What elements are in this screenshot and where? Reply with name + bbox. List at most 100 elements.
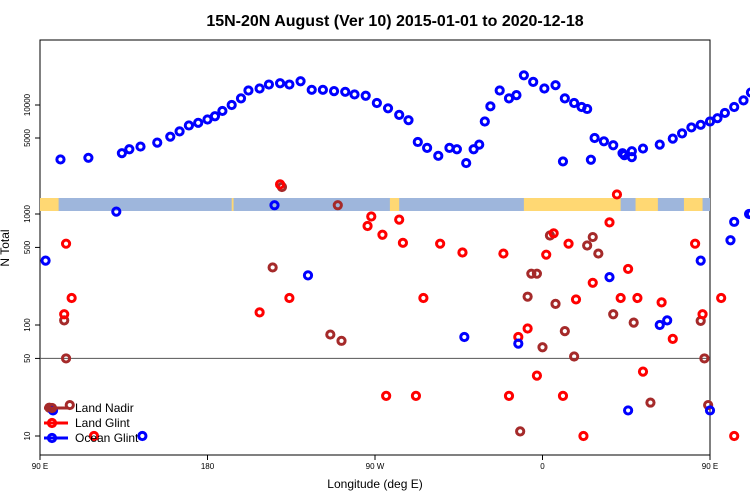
y-tick-label: 10000 <box>23 93 32 116</box>
x-tick-label: 90 E <box>32 462 48 471</box>
land-glint-point <box>587 277 598 288</box>
ocean-glint-point <box>745 208 750 220</box>
ocean-nadir-point <box>55 154 66 165</box>
land-glint-point <box>59 309 70 320</box>
ocean-nadir-point <box>479 116 490 127</box>
ocean-nadir-point <box>695 119 706 130</box>
land-glint-point <box>366 211 377 222</box>
y-axis-title: N Total <box>0 229 12 266</box>
land-glint-point <box>410 390 422 401</box>
land-glint-point <box>716 292 727 304</box>
land-nadir-point <box>60 353 72 364</box>
y-tick-label: 100 <box>23 318 32 332</box>
ocean-nadir-point <box>174 126 185 137</box>
land-nadir-point <box>608 309 619 320</box>
ocean-glint-point <box>137 430 148 442</box>
land-glint-point <box>60 238 72 249</box>
ocean-nadir-point <box>116 148 127 159</box>
land-glint-point <box>615 292 626 304</box>
y-tick-label: 50 <box>23 353 32 362</box>
land-mask-segment <box>635 198 658 211</box>
ocean-nadir-point <box>712 113 723 124</box>
ocean-nadir-point <box>235 93 247 104</box>
land-nadir-point <box>569 351 580 362</box>
ocean-nadir-point <box>295 76 306 87</box>
land-nadir-point <box>531 268 543 279</box>
ocean-glint-point <box>40 255 51 266</box>
ocean-nadir-point <box>340 86 351 97</box>
land-nadir-point <box>325 329 336 340</box>
land-nadir-point <box>582 240 593 251</box>
chart-title: 15N-20N August (Ver 10) 2015-01-01 to 20… <box>206 13 583 30</box>
land-mask-segment <box>389 198 400 211</box>
ocean-nadir-point <box>667 133 678 144</box>
land-glint-point <box>637 366 649 377</box>
ocean-glint-point <box>604 272 615 283</box>
land-glint-point <box>284 292 295 304</box>
land-glint-point <box>563 238 574 249</box>
ocean-glint-point <box>513 338 524 349</box>
ocean-nadir-point <box>745 87 750 98</box>
ocean-nadir-point <box>254 83 265 94</box>
land-glint-point <box>604 217 615 228</box>
land-nadir-point <box>593 248 604 259</box>
land-glint-point <box>522 323 533 334</box>
land-glint-point <box>632 292 643 304</box>
land-glint-point <box>397 237 409 248</box>
land-nadir-point <box>332 200 343 211</box>
x-axis: 90 E 180 90 W 0 90 E <box>32 455 718 471</box>
ocean-nadir-point <box>626 152 637 163</box>
ocean-nadir-point <box>124 144 135 155</box>
x-tick-label: 0 <box>540 462 545 471</box>
land-glint-point <box>66 292 77 304</box>
land-glint-point <box>418 292 429 304</box>
ocean-nadir-point <box>193 117 204 128</box>
ocean-nadir-point <box>226 99 237 111</box>
land-glint-point <box>381 390 392 401</box>
ocean-nadir-point <box>589 132 600 144</box>
ocean-nadir-point <box>394 109 405 121</box>
land-glint-point <box>690 238 701 249</box>
ocean-nadir-point <box>539 83 550 94</box>
land-nadir-point <box>526 268 537 279</box>
ocean-nadir-point <box>511 90 522 101</box>
x-axis-title: Longitude (deg E) <box>327 477 422 491</box>
ocean-nadir-point <box>585 154 596 165</box>
ocean-nadir-point <box>422 142 433 153</box>
land-glint-point <box>557 390 569 401</box>
land-glint-point <box>697 309 708 320</box>
ocean-nadir-point <box>403 115 414 126</box>
ocean-nadir-point <box>451 144 462 155</box>
ocean-glint-point <box>111 206 122 217</box>
legend-marker <box>46 432 58 444</box>
ocean-nadir-point <box>382 103 394 114</box>
legend-marker <box>46 417 58 429</box>
land-glint-point <box>498 248 509 259</box>
ocean-glint-point <box>459 331 470 343</box>
ocean-nadir-point <box>598 136 610 147</box>
ocean-nadir-point <box>559 93 570 104</box>
land-mask-segment <box>231 198 234 211</box>
land-nadir-point <box>559 326 570 337</box>
ocean-nadir-point <box>686 122 697 133</box>
x-tick-label: 180 <box>201 462 215 471</box>
land-glint-point <box>578 430 589 442</box>
ocean-nadir-point <box>557 156 569 167</box>
ocean-nadir-point <box>676 128 688 139</box>
legend-label: Land Nadir <box>75 401 134 415</box>
y-tick-label: 10 <box>23 431 32 440</box>
x-tick-label: 90 W <box>366 462 385 471</box>
y-tick-label: 1000 <box>23 205 32 223</box>
ocean-nadir-point <box>528 76 539 88</box>
ocean-nadir-point <box>461 157 472 169</box>
legend-label: Land Glint <box>75 416 130 430</box>
ocean-nadir-point <box>738 95 749 106</box>
ocean-glint-point <box>654 319 665 331</box>
ocean-nadir-point <box>360 90 371 101</box>
land-glint-point <box>254 307 265 318</box>
land-nadir-point <box>645 397 656 408</box>
land-glint-point <box>88 430 100 442</box>
land-nadir-point <box>64 399 75 411</box>
land-glint-point <box>503 390 515 401</box>
